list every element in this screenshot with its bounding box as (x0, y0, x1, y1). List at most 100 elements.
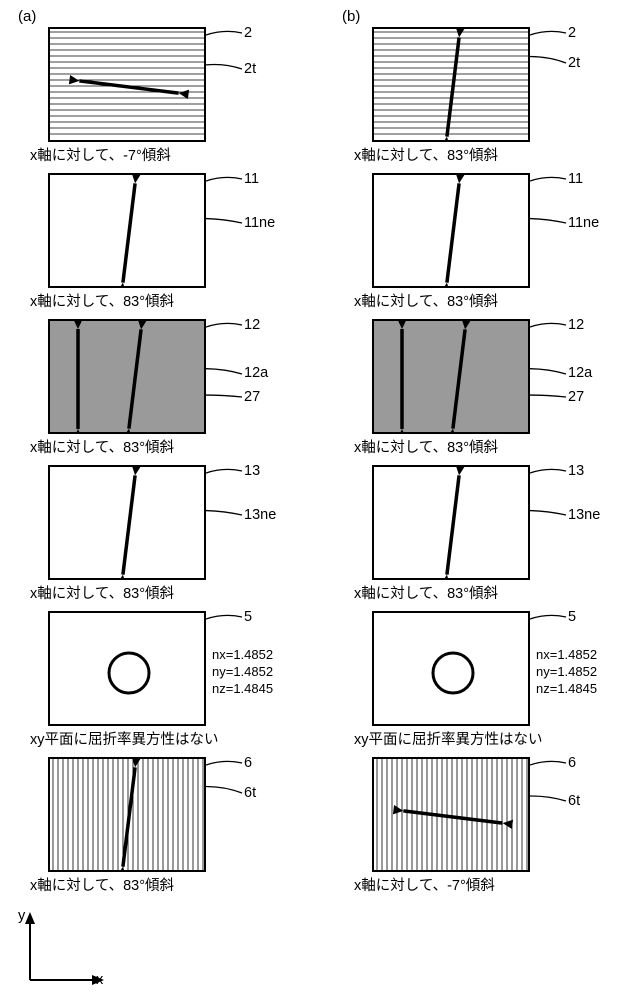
b-p6-sub: 6t (568, 793, 580, 809)
b-panel1-wrap: 2 2t (342, 27, 620, 142)
a-panel5-labels: 5 nx=1.4852 ny=1.4852 nz=1.4845 (206, 611, 316, 726)
a-panel4 (48, 465, 206, 580)
vstripe-fill (377, 759, 527, 870)
a-p2-num: 11 (244, 171, 259, 187)
b-p4-num: 13 (568, 463, 584, 479)
xy-axes: y x (18, 912, 108, 992)
b-p3-sub1: 12a (568, 365, 592, 381)
a-panel6 (48, 757, 206, 872)
b-panel6-wrap: 6 6t (342, 757, 620, 872)
a-panel3 (48, 319, 206, 434)
b-p5-nx: nx=1.4852 (536, 647, 597, 663)
arrow (69, 75, 189, 99)
gray-rect (50, 321, 204, 432)
a-p5-nx: nx=1.4852 (212, 647, 273, 663)
a-panel1 (48, 27, 206, 142)
b-panel5-wrap: 5 nx=1.4852 ny=1.4852 nz=1.4845 (342, 611, 620, 726)
b-p5-nz: nz=1.4845 (536, 681, 597, 697)
a-panel2 (48, 173, 206, 288)
a-p4-sub: 13ne (244, 507, 276, 523)
a-p2-sub: 11ne (244, 215, 275, 231)
a-panel5 (48, 611, 206, 726)
a-panel4-labels: 13 13ne (206, 465, 316, 580)
col-a-label: (a) (18, 8, 296, 25)
a-p5-num: 5 (244, 609, 252, 625)
b-panel3-wrap: 12 12a 27 (342, 319, 620, 434)
b-p3-sub2: 27 (568, 389, 584, 405)
b-p1-num: 2 (568, 25, 576, 41)
b-p5-num: 5 (568, 609, 576, 625)
b-p4-sub: 13ne (568, 507, 600, 523)
column-a: (a) 2 2t x軸に対して、-7°傾 (18, 8, 296, 903)
b-p5-ny: ny=1.4852 (536, 664, 597, 680)
a-p5-caption: xy平面に屈折率異方性はない (30, 728, 296, 749)
b-p2-num: 11 (568, 171, 583, 187)
b-p3-caption: x軸に対して、83°傾斜 (354, 436, 620, 457)
a-p1-caption: x軸に対して、-7°傾斜 (30, 144, 296, 165)
a-panel1-wrap: 2 2t (18, 27, 296, 142)
arrow (117, 467, 141, 578)
b-panel5 (372, 611, 530, 726)
a-panel3-wrap: 12 12a 27 (18, 319, 296, 434)
a-p3-sub1: 12a (244, 365, 268, 381)
circle-icon (109, 653, 149, 693)
b-p6-caption: x軸に対して、-7°傾斜 (354, 874, 620, 895)
arrow (441, 467, 465, 578)
column-b: (b) 2 2t x軸に対して、83°傾 (342, 8, 620, 903)
axis-x-label: x (96, 972, 103, 988)
axis-y-label: y (18, 908, 25, 924)
a-p3-num: 12 (244, 317, 260, 333)
b-panel3 (372, 319, 530, 434)
b-p1-caption: x軸に対して、83°傾斜 (354, 144, 620, 165)
a-panel4-wrap: 13 13ne (18, 465, 296, 580)
a-panel2-wrap: 11 11ne (18, 173, 296, 288)
b-p4-caption: x軸に対して、83°傾斜 (354, 582, 620, 603)
a-p6-sub: 6t (244, 785, 256, 801)
a-p5-ny: ny=1.4852 (212, 664, 273, 680)
b-p2-caption: x軸に対して、83°傾斜 (354, 290, 620, 311)
b-panel2-labels: 11 11ne (530, 173, 640, 288)
b-p1-sub: 2t (568, 55, 580, 71)
b-panel4-wrap: 13 13ne (342, 465, 620, 580)
b-panel5-labels: 5 nx=1.4852 ny=1.4852 nz=1.4845 (530, 611, 640, 726)
b-panel2-wrap: 11 11ne (342, 173, 620, 288)
arrow (393, 805, 513, 829)
columns: (a) 2 2t x軸に対して、-7°傾 (0, 8, 640, 903)
arrow (441, 29, 465, 140)
b-p5-caption: xy平面に屈折率異方性はない (354, 728, 620, 749)
b-panel4 (372, 465, 530, 580)
a-p6-num: 6 (244, 755, 252, 771)
b-panel3-labels: 12 12a 27 (530, 319, 640, 434)
a-p3-caption: x軸に対して、83°傾斜 (30, 436, 296, 457)
b-panel6-labels: 6 6t (530, 757, 640, 872)
b-panel6 (372, 757, 530, 872)
b-panel1 (372, 27, 530, 142)
arrow (117, 759, 141, 870)
a-panel6-wrap: 6 6t (18, 757, 296, 872)
a-panel6-labels: 6 6t (206, 757, 316, 872)
a-p4-caption: x軸に対して、83°傾斜 (30, 582, 296, 603)
b-panel4-labels: 13 13ne (530, 465, 640, 580)
arrow (117, 175, 141, 286)
b-p6-num: 6 (568, 755, 576, 771)
a-panel3-labels: 12 12a 27 (206, 319, 316, 434)
a-panel2-labels: 11 11ne (206, 173, 316, 288)
circle-icon (433, 653, 473, 693)
a-p1-sub: 2t (244, 61, 256, 77)
hstripe-fill (374, 32, 528, 134)
a-p6-caption: x軸に対して、83°傾斜 (30, 874, 296, 895)
arrow (441, 175, 465, 286)
a-p1-num: 2 (244, 25, 252, 41)
b-p3-num: 12 (568, 317, 584, 333)
a-p3-sub2: 27 (244, 389, 260, 405)
a-panel1-labels: 2 2t (206, 27, 316, 142)
page: (a) 2 2t x軸に対して、-7°傾 (0, 0, 640, 1002)
a-p5-nz: nz=1.4845 (212, 681, 273, 697)
a-p4-num: 13 (244, 463, 260, 479)
b-panel1-labels: 2 2t (530, 27, 640, 142)
hstripe-fill (50, 32, 204, 134)
a-panel5-wrap: 5 nx=1.4852 ny=1.4852 nz=1.4845 (18, 611, 296, 726)
b-p2-sub: 11ne (568, 215, 599, 231)
gray-rect (374, 321, 528, 432)
b-panel2 (372, 173, 530, 288)
